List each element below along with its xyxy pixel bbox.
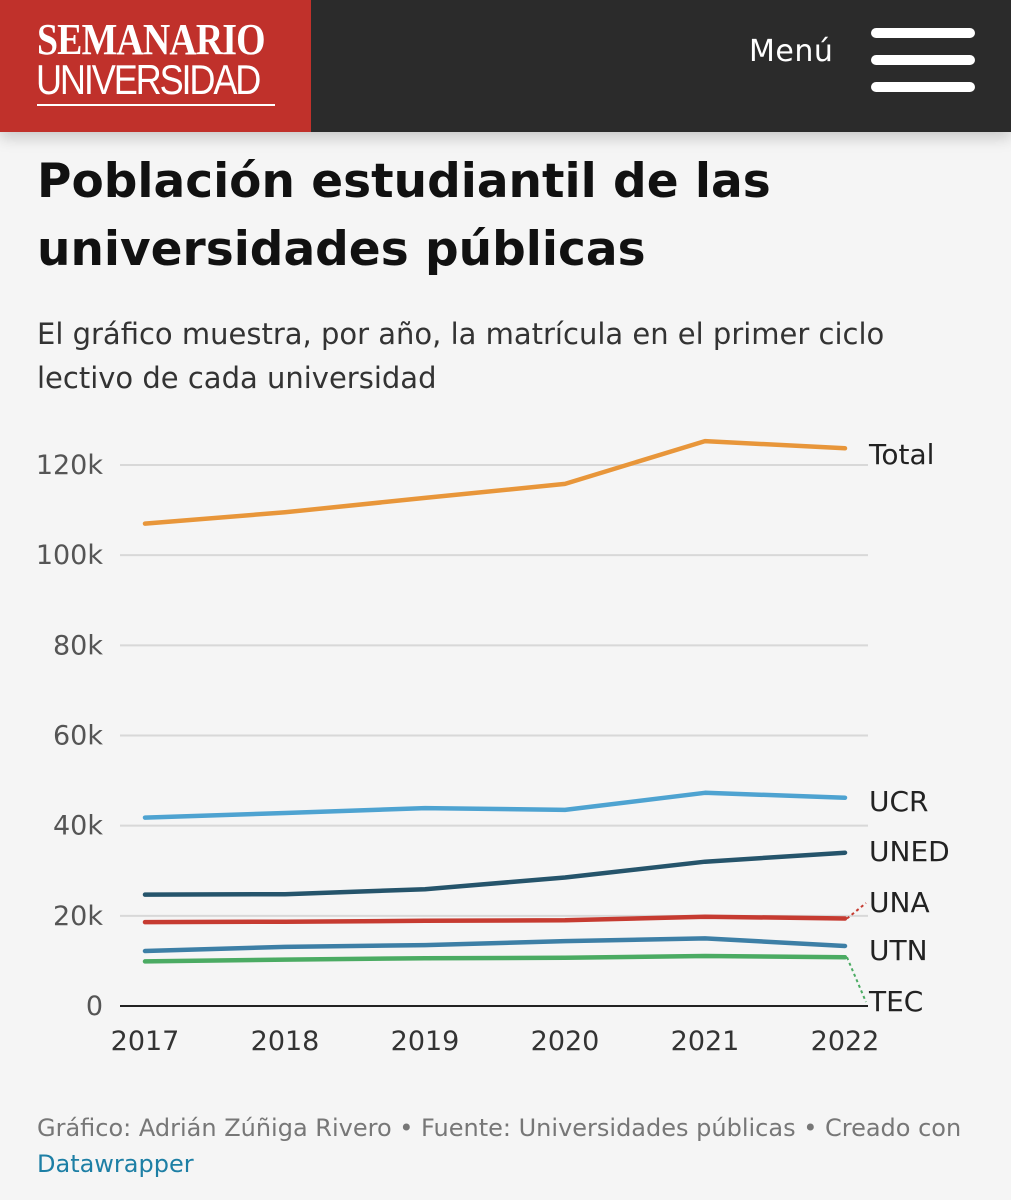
logo-text-universidad: UNIVERSIDAD — [36, 56, 261, 103]
hamburger-bar — [871, 55, 975, 65]
series-line-total — [142, 438, 848, 526]
chart-footer: Gráfico: Adrián Zúñiga Rivero • Fuente: … — [37, 1110, 987, 1182]
logo-text-semanario: SEMANARIO — [37, 15, 266, 64]
y-tick-label: 20k — [53, 901, 103, 932]
x-tick-label: 2021 — [671, 1026, 740, 1057]
logo-underline — [37, 104, 275, 106]
x-tick-label: 2022 — [811, 1026, 880, 1057]
series-line-utn — [142, 936, 848, 954]
hamburger-menu-icon[interactable] — [871, 28, 975, 92]
credit-text: Gráfico: Adrián Zúñiga Rivero • Fuente: … — [37, 1114, 962, 1142]
series-lines — [142, 438, 867, 1003]
series-line-uned — [142, 850, 848, 897]
series-label-total: Total — [868, 438, 934, 471]
top-navigation-bar: SEMANARIO UNIVERSIDAD Menú — [0, 0, 1011, 132]
series-line-tec — [142, 953, 848, 964]
series-label-una: UNA — [869, 886, 930, 919]
hamburger-bar — [871, 82, 975, 92]
y-tick-label: 60k — [53, 721, 103, 752]
series-label-uned: UNED — [869, 835, 950, 868]
menu-label[interactable]: Menú — [749, 34, 834, 69]
y-tick-label: 40k — [53, 811, 103, 842]
series-line-ucr — [142, 790, 848, 820]
hamburger-bar — [871, 28, 975, 38]
x-tick-label: 2018 — [251, 1026, 320, 1057]
series-line-una — [142, 914, 848, 925]
label-connector-tec — [846, 956, 867, 1003]
series-end-labels: Total UCR UNED UNA UTN TEC — [868, 438, 950, 1018]
x-axis-labels: 2017 2018 2019 2020 2021 2022 — [111, 1026, 880, 1057]
label-connector-una — [846, 902, 867, 920]
x-tick-label: 2017 — [111, 1026, 180, 1057]
y-tick-label: 120k — [36, 450, 104, 481]
site-logo[interactable]: SEMANARIO UNIVERSIDAD — [0, 0, 311, 132]
datawrapper-link[interactable]: Datawrapper — [37, 1150, 194, 1178]
x-tick-label: 2019 — [391, 1026, 460, 1057]
chart-subtitle: El gráfico muestra, por año, la matrícul… — [37, 317, 885, 395]
y-axis-labels: 0 20k 40k 60k 80k 100k 120k — [36, 450, 104, 1022]
y-tick-label: 100k — [36, 540, 104, 571]
chart-title: Población estudiantil de las universidad… — [37, 154, 771, 277]
x-tick-label: 2020 — [531, 1026, 600, 1057]
series-label-utn: UTN — [869, 934, 928, 967]
y-tick-label: 0 — [86, 991, 103, 1022]
series-label-ucr: UCR — [869, 785, 929, 818]
gridlines — [120, 464, 868, 1007]
y-tick-label: 80k — [53, 630, 103, 661]
series-label-tec: TEC — [868, 985, 923, 1018]
